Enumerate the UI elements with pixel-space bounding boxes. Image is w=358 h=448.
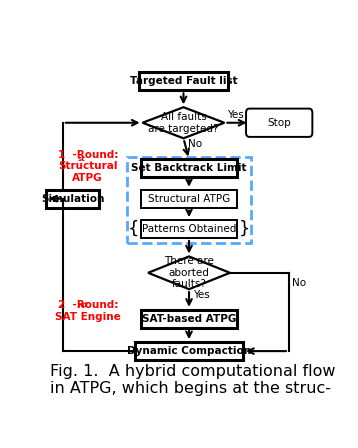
Text: }: } (239, 220, 251, 238)
FancyBboxPatch shape (141, 190, 237, 207)
FancyBboxPatch shape (141, 220, 237, 238)
Polygon shape (142, 107, 224, 138)
Text: nd: nd (77, 302, 88, 308)
FancyBboxPatch shape (135, 342, 243, 360)
FancyBboxPatch shape (246, 108, 312, 137)
Text: Targeted Fault list: Targeted Fault list (130, 76, 237, 86)
Text: Fig. 1.  A hybrid computational flow
in ATPG, which begins at the struc-: Fig. 1. A hybrid computational flow in A… (50, 363, 336, 396)
Text: Stop: Stop (267, 118, 291, 128)
Text: Yes: Yes (193, 290, 210, 301)
Text: No: No (188, 139, 202, 150)
Text: There are
aborted
faults?: There are aborted faults? (164, 256, 214, 289)
FancyBboxPatch shape (141, 310, 237, 327)
Polygon shape (148, 256, 230, 289)
Text: st: st (77, 156, 85, 162)
Text: SAT-based ATPG: SAT-based ATPG (142, 314, 236, 324)
FancyBboxPatch shape (139, 73, 228, 90)
FancyBboxPatch shape (46, 190, 99, 207)
Text: Set Backtrack Limit: Set Backtrack Limit (131, 163, 247, 173)
Text: Structural ATPG: Structural ATPG (148, 194, 230, 204)
Text: Simulation: Simulation (41, 194, 104, 204)
FancyBboxPatch shape (141, 159, 237, 177)
Text: Patterns Obtained: Patterns Obtained (142, 224, 236, 234)
Text: {: { (127, 220, 139, 238)
Text: 2  -Round:
SAT Engine: 2 -Round: SAT Engine (55, 300, 121, 322)
Text: Yes: Yes (227, 110, 244, 120)
Bar (127, 157, 251, 243)
Text: Dynamic Compaction: Dynamic Compaction (127, 346, 251, 356)
Text: 1  -Round:
Structural
ATPG: 1 -Round: Structural ATPG (58, 150, 118, 183)
Text: All faults
are targeted?: All faults are targeted? (148, 112, 219, 134)
Text: No: No (292, 278, 306, 288)
